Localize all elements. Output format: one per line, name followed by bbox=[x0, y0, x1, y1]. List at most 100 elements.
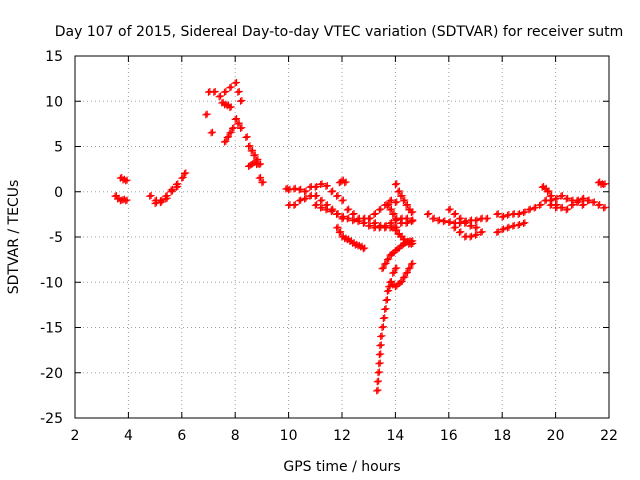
data-point bbox=[182, 169, 190, 177]
x-tick-label: 8 bbox=[231, 428, 240, 444]
data-point bbox=[221, 88, 229, 96]
data-point bbox=[290, 201, 298, 209]
data-point bbox=[557, 192, 565, 200]
data-point bbox=[548, 196, 556, 204]
data-point bbox=[434, 217, 442, 225]
data-point bbox=[407, 238, 415, 246]
data-point bbox=[472, 231, 479, 239]
data-point bbox=[375, 360, 383, 368]
grid bbox=[75, 56, 609, 418]
data-point bbox=[329, 187, 337, 195]
data-point bbox=[334, 223, 342, 231]
data-point bbox=[327, 188, 335, 196]
data-point bbox=[532, 203, 540, 211]
data-point bbox=[226, 84, 234, 92]
data-point bbox=[393, 226, 401, 234]
data-point bbox=[354, 218, 362, 226]
data-point bbox=[337, 228, 345, 236]
data-point bbox=[402, 219, 410, 227]
y-tick-label: -15 bbox=[40, 321, 63, 337]
data-point bbox=[382, 259, 390, 267]
data-point bbox=[457, 228, 465, 236]
data-point bbox=[389, 210, 397, 218]
data-point bbox=[361, 219, 369, 227]
data-point bbox=[350, 210, 358, 218]
data-point bbox=[401, 196, 409, 204]
y-tick-label: 10 bbox=[45, 94, 63, 110]
data-point bbox=[552, 201, 560, 209]
data-point bbox=[445, 219, 453, 227]
series-sat-aa bbox=[538, 183, 556, 200]
data-point bbox=[297, 185, 305, 193]
data-point bbox=[323, 205, 331, 213]
data-point bbox=[318, 196, 326, 204]
data-point bbox=[202, 111, 210, 119]
data-point bbox=[557, 204, 565, 212]
data-point bbox=[405, 265, 413, 273]
data-point bbox=[327, 208, 335, 216]
data-point bbox=[301, 188, 309, 196]
data-point bbox=[222, 137, 230, 145]
data-point bbox=[394, 188, 402, 196]
data-point bbox=[237, 97, 245, 105]
data-point bbox=[311, 192, 319, 200]
data-point bbox=[247, 147, 255, 155]
data-point bbox=[234, 88, 242, 96]
series-sat-f bbox=[218, 98, 235, 112]
data-point bbox=[301, 195, 309, 203]
data-point bbox=[373, 387, 381, 395]
x-tick-label: 2 bbox=[71, 428, 80, 444]
data-point bbox=[466, 233, 474, 241]
data-point bbox=[381, 305, 389, 313]
data-point bbox=[391, 181, 399, 189]
data-point bbox=[457, 214, 465, 222]
data-point bbox=[366, 221, 374, 229]
data-point bbox=[233, 115, 241, 123]
data-point bbox=[245, 143, 253, 150]
data-point bbox=[235, 87, 243, 95]
data-point bbox=[302, 187, 310, 195]
data-point bbox=[302, 194, 310, 202]
data-point bbox=[467, 232, 475, 240]
data-point bbox=[385, 283, 393, 291]
data-point bbox=[493, 228, 501, 236]
data-point bbox=[409, 217, 417, 225]
data-point bbox=[514, 221, 522, 229]
data-point bbox=[217, 92, 225, 100]
data-point bbox=[403, 201, 411, 209]
data-point bbox=[500, 225, 508, 233]
y-tick-label: -20 bbox=[40, 366, 63, 382]
data-point bbox=[393, 264, 401, 272]
data-point bbox=[600, 181, 608, 189]
data-point bbox=[234, 120, 242, 128]
data-point bbox=[530, 204, 538, 212]
series-sat-d bbox=[151, 183, 182, 208]
x-tick-labels: 2 4 6 8 10 12 14 16 18 20 22 bbox=[71, 428, 618, 444]
data-point bbox=[398, 278, 406, 286]
data-point bbox=[227, 83, 235, 91]
data-point bbox=[399, 197, 407, 205]
data-point bbox=[484, 214, 492, 222]
data-point bbox=[482, 215, 490, 223]
data-point bbox=[439, 218, 447, 226]
data-point bbox=[179, 173, 187, 181]
data-point bbox=[385, 201, 393, 209]
data-point bbox=[250, 152, 258, 160]
data-point bbox=[223, 133, 231, 141]
data-point bbox=[381, 314, 389, 322]
data-point bbox=[318, 180, 326, 188]
data-point bbox=[230, 124, 238, 132]
data-point bbox=[407, 209, 415, 217]
data-point bbox=[600, 204, 608, 212]
data-point bbox=[472, 224, 479, 232]
data-point bbox=[516, 221, 524, 229]
x-tick-label: 22 bbox=[600, 428, 618, 444]
data-point bbox=[226, 129, 234, 137]
data-point bbox=[375, 377, 383, 385]
data-point bbox=[473, 216, 481, 224]
data-point bbox=[338, 197, 346, 205]
data-point bbox=[494, 210, 502, 218]
series-sat-w bbox=[445, 205, 481, 232]
data-point bbox=[544, 188, 552, 196]
data-point bbox=[397, 278, 405, 286]
